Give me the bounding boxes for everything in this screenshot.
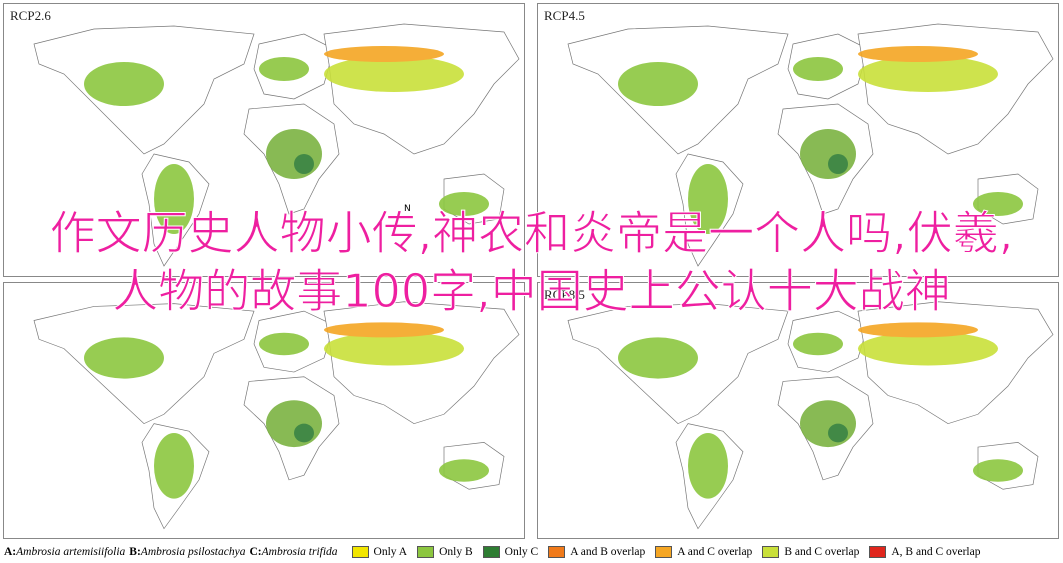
map-panel: RCP2.6 — [3, 3, 525, 277]
map-panel: RCP8.5 — [537, 282, 1059, 539]
species: B:Ambrosia psilostachya — [129, 546, 245, 558]
legend-item: Only A — [351, 546, 408, 558]
legend-item: A and C overlap — [655, 546, 752, 558]
species: C:Ambrosia trifida — [249, 546, 337, 558]
legend-items: Only A Only B Only C A and B overlap A and C… — [342, 546, 980, 558]
legend-swatch — [351, 546, 369, 558]
legend-label: A and C overlap — [677, 546, 753, 558]
legend-label: A, B and C overlap — [891, 546, 981, 558]
legend-label: Only A — [373, 546, 408, 558]
map-panel: RCP4.5 — [537, 3, 1059, 277]
legend-swatch — [869, 546, 887, 558]
legend: A:Ambrosia artemisiifolia B:Ambrosia psi… — [4, 543, 1063, 561]
legend-label: B and C overlap — [784, 546, 860, 558]
legend-item: A, B and C overlap — [869, 546, 980, 558]
legend-label: Only C — [504, 546, 539, 558]
species: A:Ambrosia artemisiifolia — [4, 546, 125, 558]
legend-swatch — [548, 546, 566, 558]
legend-item: Only C — [482, 546, 539, 558]
legend-swatch — [482, 546, 500, 558]
panel-label: RCP4.5 — [544, 8, 585, 23]
panel-label: RCP2.6 — [10, 8, 51, 23]
north-arrow: N — [404, 204, 411, 214]
species-name: Ambrosia artemisiifolia — [16, 546, 126, 558]
species-key: B: — [129, 546, 141, 558]
species-key: C: — [249, 546, 262, 558]
legend-label: A and B overlap — [570, 546, 646, 558]
legend-swatch — [762, 546, 780, 558]
species-name: Ambrosia psilostachya — [140, 546, 246, 558]
species-name: Ambrosia trifida — [261, 546, 338, 558]
legend-item: Only B — [417, 546, 473, 558]
species-key: A: — [4, 546, 17, 558]
legend-item: A and B overlap — [548, 546, 645, 558]
legend-swatch — [655, 546, 673, 558]
panel-label: RCP8.5 — [544, 287, 585, 302]
overlay-title: 作文历史人物小传,神农和炎帝是一个人吗,伏羲,人物的故事100字,中国史上公认十… — [49, 206, 1014, 319]
legend-item: B and C overlap — [762, 546, 859, 558]
map-panel — [3, 282, 525, 539]
map — [4, 283, 524, 538]
legend-label: Only B — [439, 546, 473, 558]
legend-swatch — [417, 546, 435, 558]
map — [538, 283, 1058, 538]
